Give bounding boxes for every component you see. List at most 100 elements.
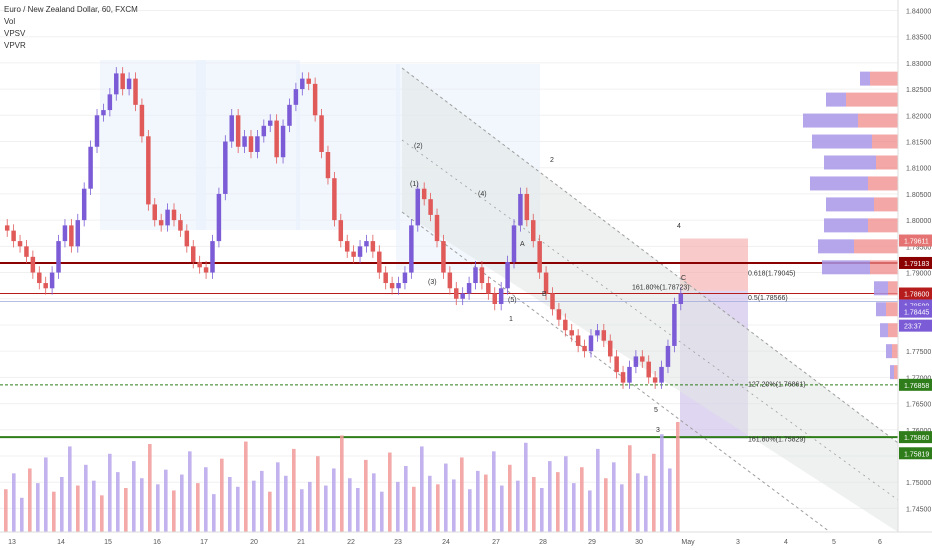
candle-body — [351, 251, 356, 257]
volume-bar — [412, 486, 416, 532]
price-tag — [899, 256, 932, 269]
candle-body — [505, 262, 510, 289]
candle-body — [338, 220, 344, 242]
price-tick-label: 1.81000 — [906, 166, 931, 173]
candle-body — [550, 293, 555, 310]
candle-body — [640, 356, 645, 362]
candle-body — [389, 283, 395, 289]
price-tick-label: 1.79500 — [906, 244, 931, 251]
candle-body — [203, 267, 209, 273]
volume-bar — [564, 456, 568, 532]
volume-bar — [156, 484, 160, 532]
volume-bar — [628, 445, 632, 532]
candle-body — [49, 272, 55, 289]
volume-bar — [284, 475, 288, 532]
candle-body — [332, 178, 337, 221]
candle-body — [165, 209, 170, 226]
time-tick-label: 4 — [784, 539, 788, 546]
vpvr-up — [876, 302, 886, 317]
volume-bar — [12, 473, 16, 532]
fib-label: 161.80%(1.75829) — [748, 437, 806, 444]
volume-bar — [196, 483, 200, 532]
price-tick-label: 1.82500 — [906, 87, 931, 94]
candle-body — [191, 246, 196, 263]
price-tag-label: 1.75860 — [904, 435, 929, 442]
time-tick-label: May — [681, 539, 695, 546]
volume-bar — [20, 497, 24, 532]
session-box — [296, 64, 400, 230]
volume-bar — [620, 484, 624, 532]
volume-bar — [500, 485, 504, 532]
time-tick-label: 6 — [878, 539, 882, 546]
volume-bar — [124, 488, 128, 532]
wave-label: 1 — [509, 316, 513, 323]
candle-body — [447, 272, 453, 289]
price-tick-label: 1.77500 — [906, 349, 931, 356]
candle-body — [370, 241, 376, 252]
volume-bar — [76, 485, 80, 532]
volume-bar — [540, 488, 544, 532]
time-tick-label: 23 — [394, 539, 402, 546]
candle-body — [293, 89, 299, 105]
vpvr-down — [892, 344, 898, 359]
candle-body — [428, 199, 433, 215]
price-tag-label: 1.78445 — [904, 310, 929, 317]
time-tick-label: 28 — [539, 539, 547, 546]
candle-body — [434, 214, 440, 242]
vpvr-down — [858, 113, 898, 128]
vpvr-up — [880, 323, 888, 338]
vpvr-down — [870, 71, 898, 86]
price-tick-label: 1.82000 — [906, 113, 931, 120]
volume-bar — [300, 489, 304, 532]
vpvr-down — [868, 176, 898, 191]
volume-bar — [492, 451, 496, 532]
candle-body — [415, 188, 421, 226]
wave-label: (5) — [508, 297, 517, 304]
candle-body — [17, 241, 23, 247]
vpvr-down — [846, 92, 898, 107]
fib-label: 0.618(1.79045) — [748, 271, 795, 278]
vpvr-up — [824, 155, 876, 170]
volume-bar — [180, 474, 184, 532]
volume-bar — [612, 462, 616, 532]
vpvr-up — [860, 71, 870, 86]
candle-body — [178, 220, 183, 231]
price-tag-label: 1.78600 — [904, 292, 929, 299]
candle-body — [402, 272, 408, 284]
channel-lower-line — [401, 211, 831, 533]
volume-bar — [388, 452, 392, 532]
wave-label: (2) — [414, 143, 423, 150]
candle-body — [223, 141, 228, 194]
price-tag — [899, 431, 932, 444]
volume-bar — [52, 491, 56, 532]
candle-body — [665, 345, 671, 367]
volume-bar — [172, 490, 176, 532]
price-tick-label: 1.81500 — [906, 140, 931, 147]
volume-bar — [516, 480, 520, 532]
wave-label: (3) — [428, 279, 437, 286]
volume-bar — [228, 477, 232, 532]
volume-bar — [444, 463, 448, 532]
volume-bar — [316, 456, 320, 532]
candle-body — [43, 283, 48, 289]
vpvr-up — [812, 134, 872, 149]
candle-body — [171, 209, 177, 221]
wave-label: (1) — [410, 181, 419, 188]
candle-body — [319, 115, 324, 152]
time-tick-label: 27 — [492, 539, 500, 546]
indicator-vpsv: VPSV — [4, 29, 26, 38]
volume-bar — [204, 467, 208, 532]
price-tick-label: 1.74500 — [906, 506, 931, 513]
candle-body — [300, 78, 305, 90]
time-tick-label: 22 — [347, 539, 355, 546]
candle-body — [146, 136, 151, 205]
wave-label: B — [542, 291, 547, 298]
candle-body — [267, 120, 273, 126]
fib-label: 127.20%(1.76861) — [748, 382, 806, 389]
volume-bar — [588, 490, 592, 532]
candle-body — [377, 251, 382, 273]
vpvr-down — [868, 218, 898, 233]
time-tick-label: 3 — [736, 539, 740, 546]
time-tick-label: 15 — [104, 539, 112, 546]
